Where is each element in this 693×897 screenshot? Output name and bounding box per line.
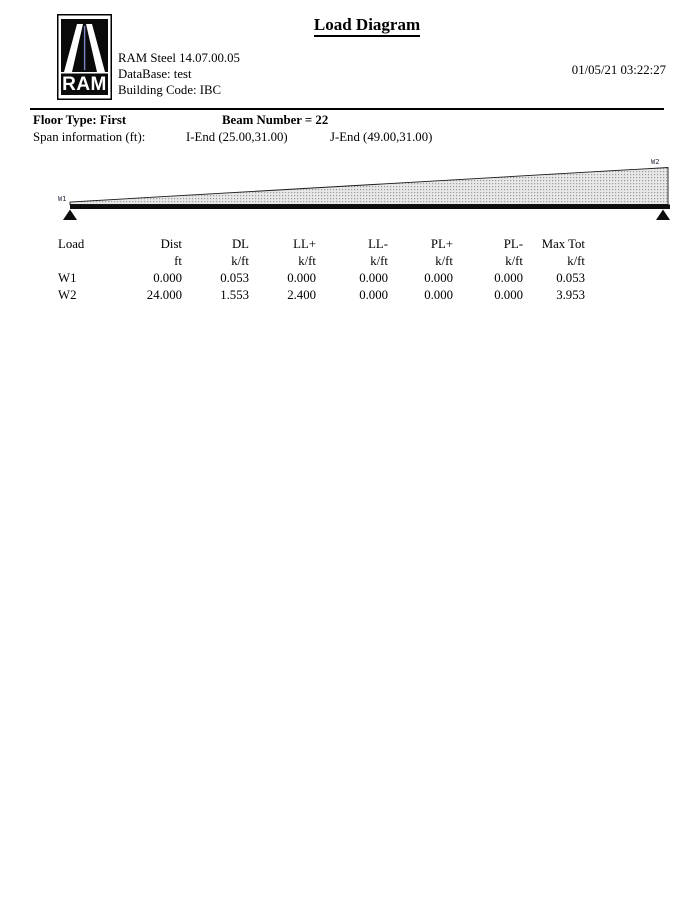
column-header-max-tot: Max Tot (541, 237, 585, 251)
column-header-pl: PL- (503, 237, 523, 251)
table-cell-w2-dist: 24.000 (146, 288, 182, 302)
span-i-end: I-End (25.00,31.00) (186, 130, 288, 144)
table-cell-w2-ll: 0.000 (359, 288, 388, 302)
header-divider (30, 108, 664, 110)
unit-header-pl: k/ft (505, 254, 523, 268)
logo-ram-text: RAM (62, 74, 107, 95)
table-cell-w2-ll: 2.400 (287, 288, 316, 302)
table-row-w1: W1 0.000 0.053 0.000 0.000 0.000 0.000 0.053 (58, 270, 585, 287)
span-info-label: Span information (ft): (33, 130, 146, 144)
unit-header-ll: k/ft (370, 254, 388, 268)
table-cell-w2-pl: 0.000 (494, 288, 523, 302)
table-cell-w1-dist: 0.000 (153, 271, 182, 285)
building-code: Building Code: IBC (118, 83, 222, 97)
column-header-load: Load (58, 237, 85, 251)
table-cell-w1-ll: 0.000 (359, 271, 388, 285)
span-j-end: J-End (49.00,31.00) (330, 130, 433, 144)
load-wedge (69, 167, 669, 205)
table-cell-w2-max-tot: 3.953 (556, 288, 585, 302)
table-cell-w1-load: W1 (58, 271, 77, 285)
column-header-ll: LL+ (293, 237, 316, 251)
unit-header-ll: k/ft (298, 254, 316, 268)
column-header-ll: LL- (368, 237, 388, 251)
load-table: Load Dist DL LL+ LL- PL+ PL- Max Tot ft k/ft k/ft k… (58, 236, 585, 304)
table-cell-w1-max-tot: 0.053 (556, 271, 585, 285)
report-date: 01/05/21 03:22:27 (571, 63, 666, 77)
header-row: Load Dist DL LL+ LL- PL+ PL- Max Tot (58, 236, 585, 253)
unit-header-dl: k/ft (231, 254, 249, 268)
unit-header-dist: ft (174, 254, 182, 268)
table-cell-w2-dl: 1.553 (220, 288, 249, 302)
unit-header-pl: k/ft (435, 254, 453, 268)
table-cell-w2-load: W2 (58, 288, 77, 302)
table-cell-w1-dl: 0.053 (220, 271, 249, 285)
ram-logo-graphic: RAM (57, 14, 112, 100)
table-cell-w2-pl: 0.000 (424, 288, 453, 302)
beam-number: Beam Number = 22 (222, 113, 329, 127)
column-header-dl: DL (231, 237, 249, 251)
table-cell-w1-pl: 0.000 (494, 271, 523, 285)
floor-info-line: Floor Type: First Beam Number = 22 (33, 113, 683, 130)
support-right-icon (656, 209, 670, 220)
unit-header-load (58, 253, 128, 270)
load-label-w1: W1 (58, 195, 66, 203)
load-table-head: Load Dist DL LL+ LL- PL+ PL- Max Tot ft k/ft k/ft k… (58, 236, 585, 270)
unit-header-max-tot: k/ft (567, 254, 585, 268)
app-info-block: RAM Steel 14.07.00.05 DataBase: test Bui… (118, 50, 240, 98)
app-version: RAM Steel 14.07.00.05 (118, 51, 240, 65)
column-header-dist: Dist (160, 237, 182, 251)
table-row-w2: W2 24.000 1.553 2.400 0.000 0.000 0.000 3.953 (58, 287, 585, 304)
load-diagram: W1 W2 (58, 158, 670, 220)
support-left-icon (63, 209, 77, 220)
table-cell-w1-pl: 0.000 (424, 271, 453, 285)
beam-line (70, 204, 670, 209)
table-cell-w1-ll: 0.000 (287, 271, 316, 285)
page-title: Load Diagram (41, 15, 693, 37)
database-name: DataBase: test (118, 67, 192, 81)
span-info-line: Span information (ft): I-End (25.00,31.0… (33, 130, 683, 147)
column-header-pl: PL+ (430, 237, 453, 251)
load-label-w2: W2 (651, 158, 659, 166)
floor-type: Floor Type: First (33, 113, 127, 127)
unit-row: ft k/ft k/ft k/ft k/ft k/ft k/ft (58, 253, 585, 270)
load-table-body: W1 0.000 0.053 0.000 0.000 0.000 0.000 0.053 W2 2… (58, 270, 585, 304)
ram-logo: RAM (57, 14, 112, 105)
